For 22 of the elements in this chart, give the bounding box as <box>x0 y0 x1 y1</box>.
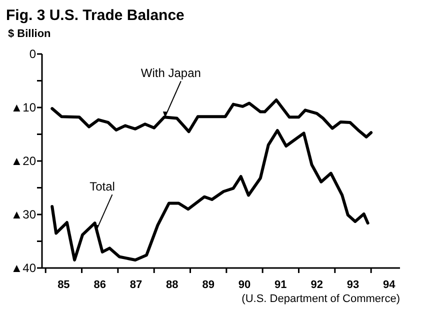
x-tick-label: 85 <box>58 279 70 291</box>
y-tick-label: 0 <box>29 47 36 62</box>
x-tick-label: 94 <box>383 279 396 291</box>
x-tick-label: 92 <box>310 279 323 291</box>
annotation: Total <box>90 180 115 194</box>
annotation: With Japan <box>140 66 201 80</box>
x-tick-label: 91 <box>274 279 287 291</box>
x-tick-label: 89 <box>202 279 214 291</box>
x-tick-label: 88 <box>166 279 178 291</box>
x-tick-label: 90 <box>238 279 251 291</box>
line-series <box>50 129 370 262</box>
x-tick-label: 87 <box>130 279 142 291</box>
x-tick-label: 93 <box>346 279 360 291</box>
line-series <box>50 98 373 138</box>
y-tick-label: ▲40 <box>10 261 36 276</box>
x-tick-label: 86 <box>94 279 106 291</box>
y-axis-title: $ Billion <box>8 28 52 40</box>
y-tick-label: ▲10 <box>10 100 36 115</box>
y-tick-label: ▲30 <box>10 208 36 222</box>
chart-title: Fig. 3 U.S. Trade Balance <box>6 7 184 24</box>
text: (U.S. Department of Commerce) <box>242 293 400 305</box>
y-tick-label: ▲20 <box>10 154 36 168</box>
